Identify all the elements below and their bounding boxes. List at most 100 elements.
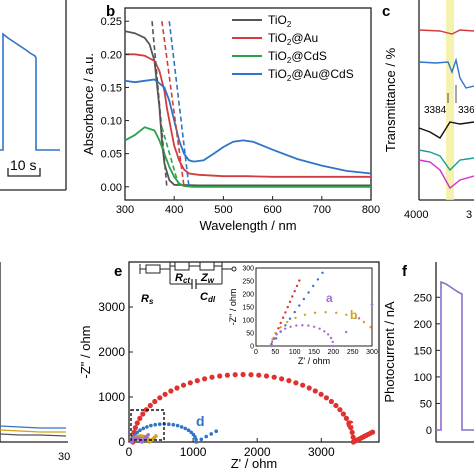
panel-e-inset-y-tick-label: 200 (242, 292, 254, 299)
panel-b-x-tick-label: 700 (313, 204, 331, 216)
panel-c-x-tick-4000: 4000 (404, 209, 428, 221)
panel-e-y-tick-label: 2000 (98, 345, 125, 359)
panel-e-inset-frame (255, 267, 373, 347)
panel-e-point-c (370, 429, 376, 435)
panel-e-inset-x-tick-label: 150 (308, 349, 320, 356)
panel-b-legend-label: TiO2@Au@CdS (268, 67, 354, 83)
panel-f-y-tick-label: 50 (420, 398, 432, 410)
panel-e-point-d (138, 428, 142, 433)
panel-c-annotation-3362: 3362 (458, 105, 474, 116)
panel-e-x-axis-label: Z' / ohm (231, 456, 278, 471)
panel-e-point-d (175, 423, 180, 428)
panel-e-x-tick-label: 1000 (180, 445, 207, 459)
panel-e-inset-point-a (301, 324, 304, 327)
panel-e-inset-point-d (302, 297, 306, 301)
panel-e-point-c (323, 395, 329, 401)
panel-b-series-group (124, 21, 372, 188)
panel-e-inset-point-d (274, 337, 278, 340)
panel-d-trace-3 (0, 433, 67, 437)
panel-e-point-c (312, 388, 318, 394)
panel-e-x-tick-label: 0 (126, 445, 133, 459)
panel-e-inset-point-d (298, 304, 301, 307)
panel-e-point-c (224, 372, 230, 378)
panel-e-inset-point-b (313, 311, 317, 314)
panel-e-point-c (340, 411, 346, 417)
panel-b-ticks: 300 400 500 600 700 800 0.00 0.05 0.10 0.15 0.20 0.… (101, 16, 381, 216)
panel-e-inset-point-b (303, 313, 307, 316)
panel-e-inset-point-c (277, 327, 280, 330)
panel-e-point-c (137, 415, 143, 421)
panel-e-point-d (179, 425, 184, 429)
panel-b-absorbance-chart: b 300 400 500 600 700 800 0.00 0.05 0.10 0.15 0.20… (81, 3, 380, 233)
panel-e-inset-point-a (345, 330, 348, 334)
panel-d-trace-1 (0, 425, 66, 429)
panel-e-inset-x-tick-label: 0 (254, 349, 258, 356)
panel-e-point-c (140, 411, 146, 417)
panel-b-x-tick-label: 800 (362, 204, 380, 216)
panel-e-curve-c-label: c (346, 415, 354, 431)
panel-c-trace-blue (418, 57, 474, 89)
panel-e-point-c (349, 429, 355, 435)
panel-e-inset-label-a: a (326, 291, 333, 305)
panel-e-inset-chart: 0 50 100 150 200 250 300 0 50 100 150 200 250 300 a b… (228, 266, 378, 367)
panel-e-inset-point-b (345, 313, 348, 316)
panel-e-point-d (199, 437, 204, 442)
panel-e-point-c (134, 420, 140, 426)
panel-e-inset-point-c (291, 295, 294, 298)
panel-f-photocurrent-chart: f Photocurrent / nA 0 50 100 150 200 250 (382, 262, 474, 443)
panel-e-point-c (279, 376, 285, 382)
panel-e-point-c (271, 374, 277, 380)
panel-b-x-tick-label: 500 (214, 204, 232, 216)
panel-d-x-tick-end: 30 (58, 451, 70, 463)
panel-e-inset-point-d (312, 284, 315, 288)
panel-c-highlight-band (446, 0, 454, 200)
panel-b-y-tick-label: 0.10 (101, 116, 122, 128)
panel-e-point-d (209, 432, 213, 436)
panel-e-point-d (186, 428, 191, 433)
panel-e-point-c (328, 398, 334, 405)
panel-e-point-c (263, 373, 270, 379)
panel-e-inset-point-a (279, 330, 282, 333)
panel-b-legend-label: TiO2@Au (268, 31, 318, 47)
panel-e-inset-point-c (295, 284, 299, 288)
panel-b-plot-frame (124, 7, 372, 201)
panel-e-point-d (183, 426, 187, 431)
panel-f-y-tick-label: 150 (414, 345, 432, 357)
panel-e-inset-y-tick-label: 50 (246, 331, 254, 338)
panel-e-inset-point-a (270, 344, 273, 348)
panel-e-inset-x-tick-label: 250 (347, 349, 359, 356)
panel-a-scale-bar (7, 168, 41, 177)
panel-e-point-d (141, 426, 146, 431)
panel-e-inset-point-b (286, 320, 289, 324)
panel-a-scale-label: 10 s (10, 157, 36, 173)
panel-b-x-axis-label: Wavelength / nm (199, 218, 296, 233)
panel-e-point-d (194, 437, 198, 442)
panel-e-point-d (194, 440, 199, 444)
panel-e-point-d (204, 434, 208, 439)
panel-e-point-c (202, 376, 208, 382)
panel-f-label: f (402, 263, 408, 280)
panel-e-inset-point-a (289, 325, 292, 328)
panel-e-inset-point-b (354, 316, 357, 320)
panel-c-y-axis-label: Transmittance / % (383, 47, 398, 152)
panel-e-point-c (174, 385, 180, 391)
panel-b-legend-label: TiO2 (268, 13, 292, 29)
panel-e-inset-point-c (293, 290, 296, 293)
panel-e-inset-point-a (323, 330, 326, 333)
panel-f-y-tick-label: 200 (414, 319, 432, 331)
panel-e-zoom-box (130, 409, 165, 441)
panel-f-y-tick-label: 250 (414, 292, 432, 304)
panel-b-series-line-3 (124, 78, 372, 175)
panel-e-point-c (343, 415, 349, 421)
panel-e-point-d (189, 430, 193, 435)
panel-e-inset-point-a (331, 340, 334, 344)
circuit-zw-label: Zw (200, 272, 215, 285)
panel-e-inset-x-tick-label: 50 (271, 349, 279, 356)
panel-e-point-d (149, 423, 153, 428)
panel-b-y-tick-label: 0.05 (101, 149, 122, 161)
panel-e-inset-point-d (316, 278, 320, 281)
panel-b-label: b (106, 3, 115, 20)
panel-e-inset-x-tick-label: 100 (289, 349, 301, 356)
